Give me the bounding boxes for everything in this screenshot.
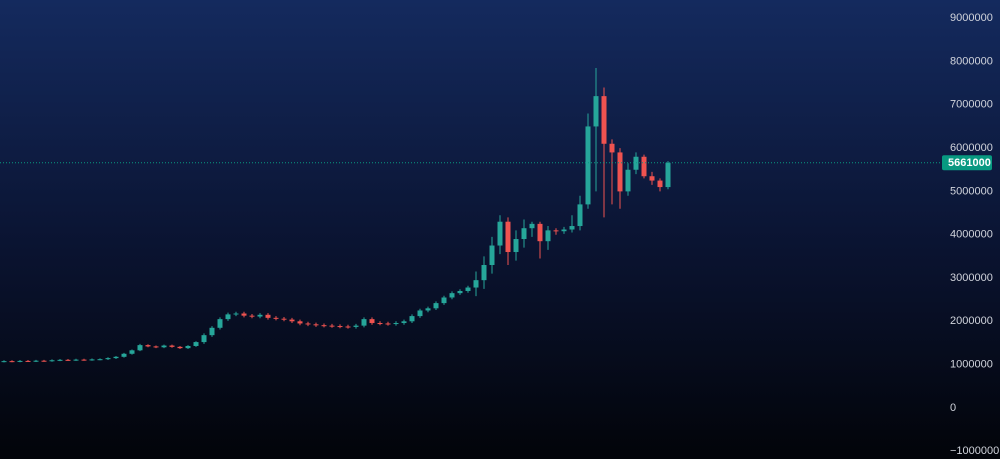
candle-body [625, 169, 631, 192]
candle-body [505, 221, 511, 253]
candle-body [97, 359, 103, 361]
candle-body [113, 356, 119, 359]
candle-body [209, 327, 215, 336]
candle-body [521, 228, 527, 240]
last-price-box [942, 155, 992, 171]
candle-body [345, 326, 351, 328]
candle-body [497, 221, 503, 246]
candle-body [449, 293, 455, 298]
candle-body [609, 143, 615, 153]
candle-body [385, 323, 391, 325]
candle-body [337, 326, 343, 328]
candle-body [545, 230, 551, 242]
candle-body [121, 353, 127, 357]
candle-body [481, 265, 487, 281]
candle-body [249, 315, 255, 317]
y-tick-label: 9000000 [950, 12, 993, 24]
candle-body [313, 324, 319, 326]
candle-body [33, 360, 39, 362]
candle-body [145, 345, 151, 347]
candle-body [81, 359, 87, 361]
candle-body [489, 245, 495, 266]
candle-body [577, 204, 583, 227]
candle-body [177, 346, 183, 349]
y-tick-label: 2000000 [950, 315, 993, 327]
candle-body [289, 319, 295, 322]
candle-body [321, 325, 327, 327]
candle-body [641, 156, 647, 177]
candle-body [425, 308, 431, 311]
candle-body [153, 346, 159, 348]
candle-body [41, 360, 47, 362]
candle-body [569, 226, 575, 230]
candle-body [257, 314, 263, 317]
candle-body [513, 239, 519, 253]
candle-body [73, 359, 79, 361]
candle-body [665, 162, 671, 188]
y-tick-label: 5000000 [950, 185, 993, 197]
candle-body [537, 223, 543, 242]
candle-body [241, 313, 247, 316]
candle-body [329, 325, 335, 327]
y-tick-label: 7000000 [950, 99, 993, 111]
candle-body [193, 342, 199, 346]
candle-body [473, 280, 479, 288]
candle-body [129, 350, 135, 354]
candle-body [49, 360, 55, 362]
candle-body [65, 359, 71, 361]
candle-body [89, 359, 95, 361]
candle-body [529, 223, 535, 229]
candle-body [369, 319, 375, 324]
candle-body [297, 321, 303, 324]
candle-body [281, 318, 287, 320]
candle-body [57, 359, 63, 361]
candle-body [553, 230, 559, 232]
candle-body [561, 229, 567, 232]
candle-body [273, 317, 279, 319]
candle-body [265, 314, 271, 318]
candle-body [233, 313, 239, 315]
candle-body [9, 361, 15, 363]
candle-body [17, 360, 23, 362]
candle-body [433, 303, 439, 309]
candle-body [201, 335, 207, 343]
candle-body [585, 126, 591, 205]
y-tick-label: 3000000 [950, 272, 993, 284]
candle-body [401, 321, 407, 324]
candle-body [169, 345, 175, 347]
candle-body [361, 319, 367, 326]
candle-body [137, 345, 143, 351]
candle-body [25, 360, 31, 362]
candle-body [1, 361, 7, 363]
candle-body [457, 290, 463, 294]
candle-body [225, 314, 231, 320]
candle-body [185, 345, 191, 349]
candle-body [393, 323, 399, 325]
candle-body [441, 297, 447, 304]
candle-body [593, 96, 599, 127]
candle-body [617, 152, 623, 192]
y-tick-label: 1000000 [950, 359, 993, 371]
candle-body [353, 325, 359, 327]
y-tick-label: 8000000 [950, 55, 993, 67]
y-tick-label: 6000000 [950, 142, 993, 154]
candle-body [657, 180, 663, 188]
y-tick-label: −1000000 [950, 445, 999, 457]
candle-body [649, 176, 655, 181]
candle-body [161, 345, 167, 348]
candle-body [409, 316, 415, 322]
last-price-label: 5661000 [948, 157, 991, 169]
candle-body [465, 287, 471, 291]
y-tick-label: 4000000 [950, 229, 993, 241]
candle-body [601, 96, 607, 144]
candle-body [417, 310, 423, 317]
candle-body [105, 358, 111, 360]
y-tick-label: 0 [950, 402, 956, 414]
candle-body [217, 319, 223, 328]
candle-body [377, 323, 383, 325]
candle-body [305, 323, 311, 325]
